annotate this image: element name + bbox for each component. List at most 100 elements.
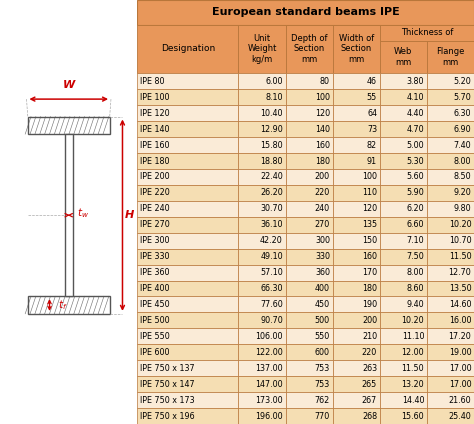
- Bar: [427, 41, 474, 73]
- Bar: [380, 169, 427, 185]
- Text: 25.40: 25.40: [448, 412, 471, 421]
- Text: 6.30: 6.30: [454, 109, 471, 118]
- Text: IPE 220: IPE 220: [140, 188, 170, 198]
- Text: 5.60: 5.60: [407, 173, 424, 181]
- Bar: [380, 312, 427, 328]
- Bar: [380, 360, 427, 376]
- Text: IPE 550: IPE 550: [140, 332, 170, 341]
- Bar: [238, 233, 285, 248]
- Text: IPE 270: IPE 270: [140, 220, 170, 229]
- Text: IPE 750 x 173: IPE 750 x 173: [140, 396, 195, 404]
- Text: 180: 180: [315, 156, 330, 165]
- Bar: [137, 73, 238, 89]
- Bar: [285, 153, 333, 169]
- Text: 18.80: 18.80: [260, 156, 283, 165]
- Bar: [380, 201, 427, 217]
- Bar: [380, 25, 474, 41]
- Bar: [427, 201, 474, 217]
- Text: IPE 750 x 147: IPE 750 x 147: [140, 379, 195, 389]
- Bar: [238, 296, 285, 312]
- Bar: [285, 233, 333, 248]
- Bar: [238, 265, 285, 281]
- Bar: [333, 344, 380, 360]
- Text: W: W: [63, 80, 75, 90]
- Bar: [333, 281, 380, 296]
- Text: 270: 270: [315, 220, 330, 229]
- Text: 13.50: 13.50: [449, 284, 471, 293]
- Bar: [427, 296, 474, 312]
- Bar: [238, 201, 285, 217]
- Bar: [285, 73, 333, 89]
- Text: IPE 750 x 196: IPE 750 x 196: [140, 412, 195, 421]
- Text: 220: 220: [315, 188, 330, 198]
- Text: Flange
mm: Flange mm: [436, 47, 465, 67]
- Text: IPE 140: IPE 140: [140, 125, 170, 134]
- Text: 160: 160: [362, 252, 377, 261]
- Text: 8.60: 8.60: [407, 284, 424, 293]
- Text: 26.20: 26.20: [260, 188, 283, 198]
- Text: 110: 110: [362, 188, 377, 198]
- Text: $t_f$: $t_f$: [58, 298, 68, 312]
- Bar: [427, 169, 474, 185]
- Text: 8.50: 8.50: [454, 173, 471, 181]
- Text: 7.10: 7.10: [407, 236, 424, 245]
- Text: 80: 80: [320, 77, 330, 86]
- Text: 100: 100: [362, 173, 377, 181]
- Bar: [427, 233, 474, 248]
- Text: 90.70: 90.70: [260, 316, 283, 325]
- Text: 360: 360: [315, 268, 330, 277]
- Text: IPE 100: IPE 100: [140, 93, 170, 102]
- Text: 55: 55: [367, 93, 377, 102]
- Bar: [380, 328, 427, 344]
- Bar: [333, 376, 380, 392]
- Text: 753: 753: [315, 364, 330, 373]
- Text: IPE 450: IPE 450: [140, 300, 170, 309]
- Bar: [238, 217, 285, 233]
- Bar: [333, 105, 380, 121]
- Text: 9.20: 9.20: [454, 188, 471, 198]
- Bar: [333, 233, 380, 248]
- Text: 770: 770: [315, 412, 330, 421]
- Text: 12.70: 12.70: [448, 268, 471, 277]
- Text: IPE 200: IPE 200: [140, 173, 170, 181]
- Text: 5.30: 5.30: [407, 156, 424, 165]
- Bar: [285, 137, 333, 153]
- Text: 4.70: 4.70: [407, 125, 424, 134]
- Text: 106.00: 106.00: [255, 332, 283, 341]
- Bar: [137, 376, 238, 392]
- Text: 73: 73: [367, 125, 377, 134]
- Bar: [137, 312, 238, 328]
- Text: 19.00: 19.00: [449, 348, 471, 357]
- Bar: [380, 73, 427, 89]
- Text: 7.50: 7.50: [406, 252, 424, 261]
- Bar: [137, 121, 238, 137]
- Bar: [238, 360, 285, 376]
- Bar: [333, 153, 380, 169]
- Bar: [137, 169, 238, 185]
- Bar: [285, 89, 333, 105]
- Text: 30.70: 30.70: [260, 204, 283, 213]
- Bar: [238, 73, 285, 89]
- Text: 220: 220: [362, 348, 377, 357]
- Bar: [238, 248, 285, 265]
- Bar: [137, 392, 238, 408]
- Bar: [333, 89, 380, 105]
- Text: 753: 753: [315, 379, 330, 389]
- Text: Width of
Section
mm: Width of Section mm: [338, 34, 374, 64]
- Bar: [427, 153, 474, 169]
- Text: 400: 400: [315, 284, 330, 293]
- Bar: [333, 248, 380, 265]
- Text: 9.80: 9.80: [454, 204, 471, 213]
- Bar: [137, 0, 474, 25]
- Bar: [333, 121, 380, 137]
- Bar: [238, 312, 285, 328]
- Bar: [238, 376, 285, 392]
- Text: 200: 200: [362, 316, 377, 325]
- Bar: [285, 328, 333, 344]
- Text: 5.00: 5.00: [407, 141, 424, 150]
- Bar: [427, 121, 474, 137]
- Text: 66.30: 66.30: [260, 284, 283, 293]
- Text: 140: 140: [315, 125, 330, 134]
- Bar: [380, 265, 427, 281]
- Text: 100: 100: [315, 93, 330, 102]
